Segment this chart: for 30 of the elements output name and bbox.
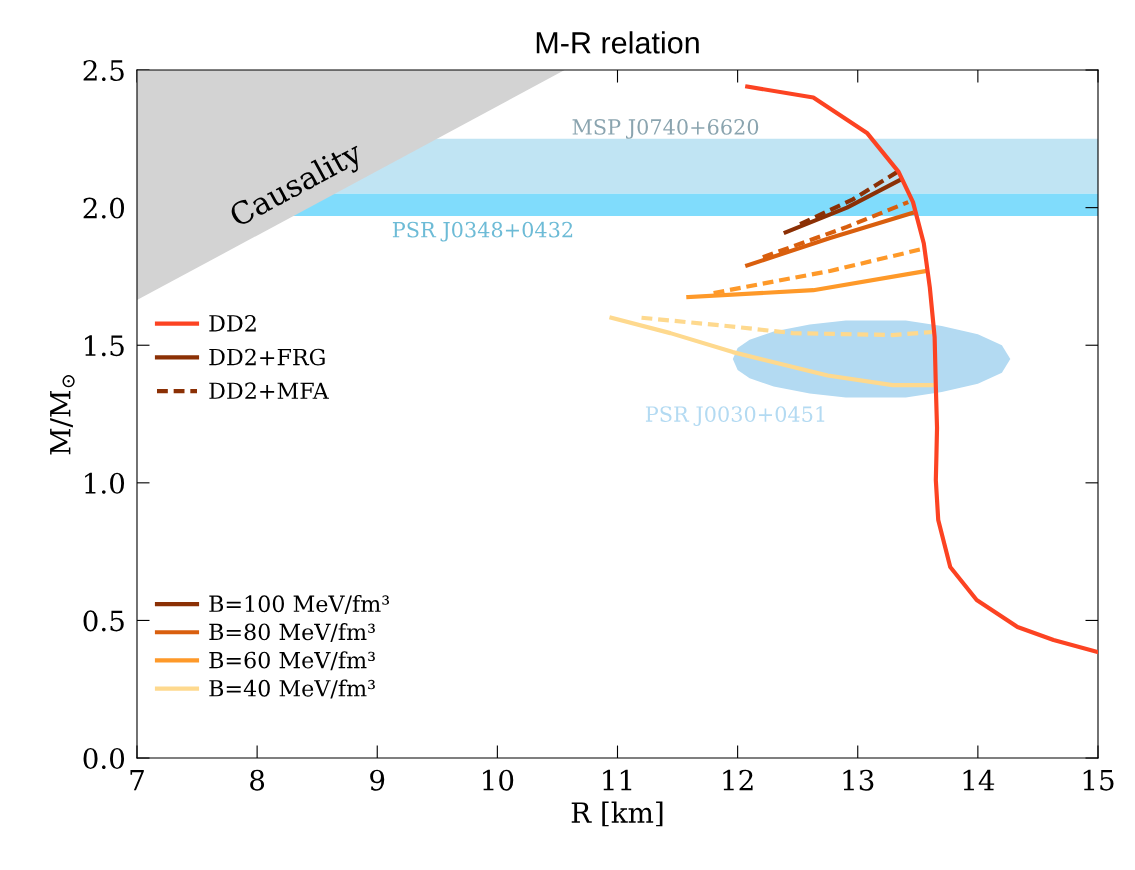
x-tick-label: 9 (370, 769, 385, 791)
line-series (639, 315, 935, 338)
legend-label: DD2 (209, 314, 256, 332)
x-tick-label: 8 (250, 769, 265, 791)
legend-label: B=60 MeV/fm³ (209, 651, 375, 671)
y-tick-label: 0.0 (83, 747, 125, 769)
x-tick-label: 15 (1083, 769, 1114, 791)
chart-title: M-R relation (536, 31, 699, 54)
y-axis-title: M/M$_{⊙}$ (50, 375, 75, 455)
band-label: PSR J0348+0432 (392, 221, 573, 242)
legend-label: B=80 MeV/fm³ (209, 623, 375, 643)
x-tick-label: 12 (723, 769, 753, 791)
legend-label: B=40 MeV/fm³ (209, 679, 375, 699)
legend-label: DD2+FRG (209, 348, 325, 366)
y-tick-label: 2.0 (83, 197, 125, 219)
y-tick-label: 0.5 (83, 610, 124, 632)
y-tick-label: 1.0 (85, 472, 125, 494)
legend-label: DD2+MFA (209, 382, 329, 399)
legend-label: PSR J0030+0451 (645, 406, 825, 427)
x-tick-label: 7 (130, 770, 144, 791)
y-tick-label: 2.5 (83, 59, 124, 81)
line-series (609, 315, 936, 388)
x-tick-label: 14 (963, 769, 995, 791)
band-label: MSP J0740+6620 (572, 119, 759, 139)
y-tick-label: 1.5 (85, 335, 124, 357)
x-tick-label: 10 (483, 769, 514, 791)
x-tick-label: 11 (603, 769, 632, 791)
x-axis-title: R [km] (571, 801, 663, 827)
legend-label: B=100 MeV/fm³ (209, 594, 390, 614)
x-tick-label: 13 (843, 769, 874, 791)
